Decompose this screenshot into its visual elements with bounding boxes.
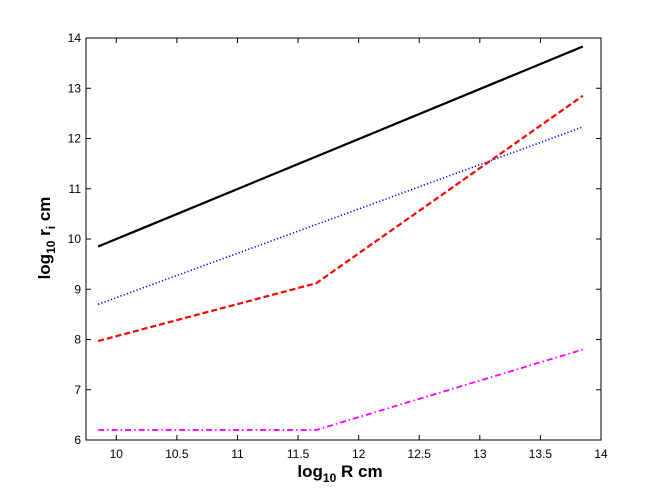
x-tick-label: 11 (231, 447, 244, 461)
y-tick-label: 9 (74, 282, 81, 296)
x-tick-label: 10 (110, 447, 124, 461)
y-tick-label: 11 (69, 182, 82, 196)
x-tick-label: 11.5 (287, 447, 310, 461)
x-axis-label: log10 R cm (297, 462, 382, 485)
y-tick-label: 10 (68, 232, 82, 246)
y-tick-label: 6 (74, 433, 81, 447)
x-tick-label: 13 (473, 447, 487, 461)
y-tick-label: 12 (68, 132, 82, 146)
y-tick-label: 13 (68, 81, 82, 95)
series-line-4 (98, 348, 584, 431)
series-layer (97, 45, 584, 431)
x-tick-label: 13.5 (529, 447, 553, 461)
ticks-layer: 10 10.5 11 11.5 12 12.5 13 13.5 14 6 7 8 9 10 11 12 13 14 (68, 31, 608, 461)
y-tick-label: 8 (74, 333, 81, 347)
x-tick-label: 14 (594, 447, 608, 461)
series-line-2 (97, 126, 584, 306)
y-tick-label: 7 (74, 383, 81, 397)
x-tick-label: 10.5 (165, 447, 189, 461)
x-tick-label: 12 (352, 447, 366, 461)
y-tick-label: 14 (68, 31, 82, 45)
x-tick-label: 12.5 (408, 447, 432, 461)
series-line-3 (97, 94, 584, 343)
series-line-1 (97, 45, 584, 248)
y-axis-label: log10 ri cm (35, 197, 58, 280)
